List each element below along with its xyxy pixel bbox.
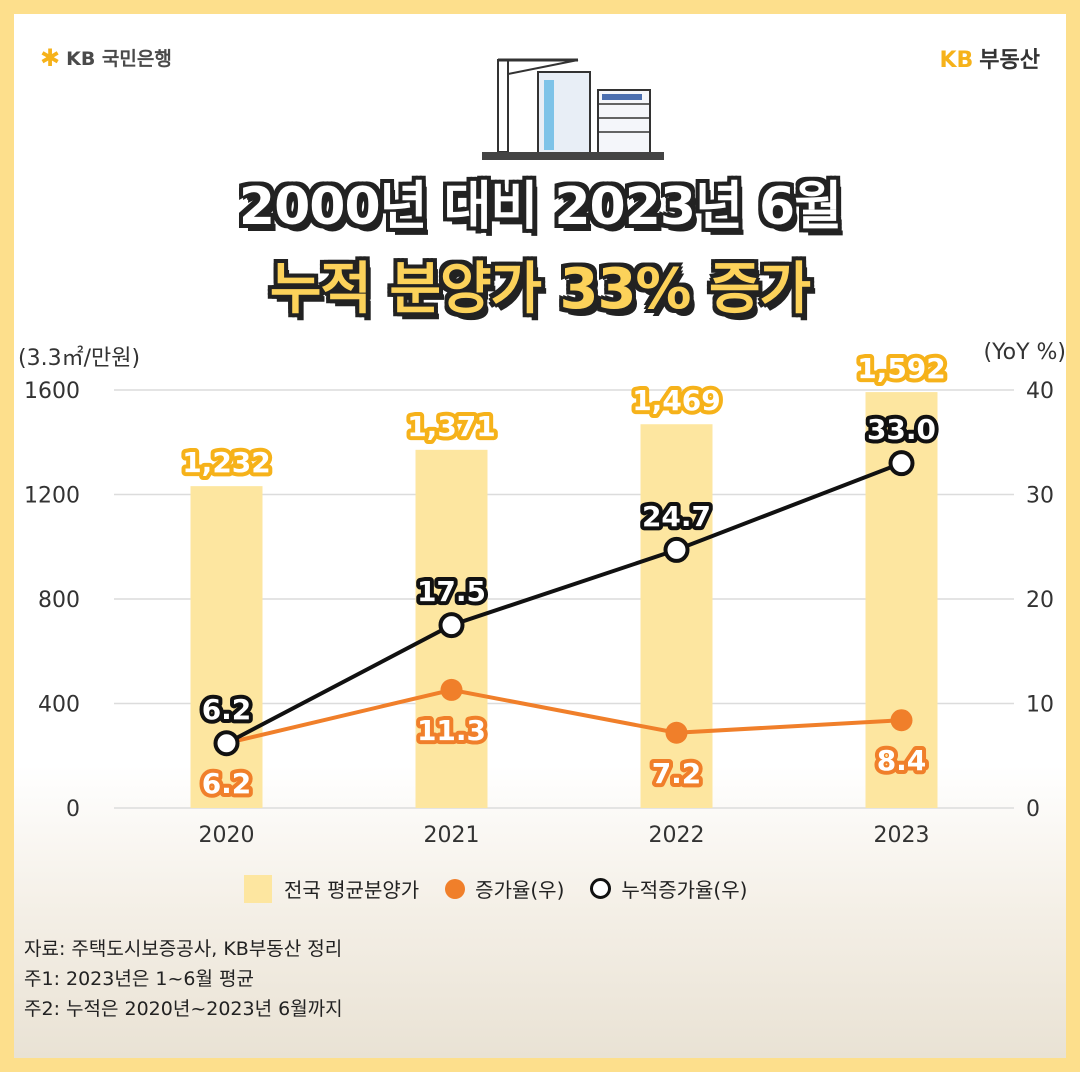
cumulative-value-label: 33.0 <box>867 413 936 446</box>
x-tick-label: 2022 <box>649 823 705 848</box>
bar <box>640 424 713 808</box>
legend-item-bars: 전국 평균분양가 <box>244 874 419 903</box>
left-tick-label: 1600 <box>24 379 80 404</box>
note-source: 자료: 주택도시보증공사, KB부동산 정리 <box>24 938 343 960</box>
legend-item-cumulative: 누적증가율(우) <box>590 874 747 903</box>
legend-item-growth: 증가율(우) <box>445 874 564 903</box>
right-tick-label: 10 <box>1026 693 1054 718</box>
bar-value-label: 1,469 <box>632 384 721 417</box>
growth-point <box>890 709 913 732</box>
growth-value-label: 11.3 <box>417 714 486 747</box>
kb-mark: KB <box>939 48 974 73</box>
title-line-2: 누적 분양가 33% 증가 <box>269 257 811 322</box>
growth-line <box>226 687 902 746</box>
left-tick-label: 400 <box>38 693 80 718</box>
legend-growth-swatch <box>445 878 466 899</box>
cumulative-point <box>213 730 240 757</box>
growth-point <box>665 721 688 744</box>
right-tick-label: 40 <box>1026 379 1054 404</box>
x-tick-label: 2020 <box>199 823 255 848</box>
note-1: 주1: 2023년은 1~6월 평균 <box>24 968 254 990</box>
infographic-frame: ✱ KB 국민은행 KB 부동산 2000년 대비 2023년 6월 누적 분양가… <box>14 14 1066 1058</box>
bar-value-label: 1,232 <box>182 446 271 479</box>
x-tick-label: 2023 <box>874 823 930 848</box>
bar-value-label: 1,592 <box>857 352 946 385</box>
growth-point <box>440 678 463 701</box>
kb-bank-logo: ✱ KB 국민은행 <box>40 44 172 71</box>
legend-cumulative-label: 누적증가율(우) <box>621 878 748 902</box>
right-tick-label: 20 <box>1026 588 1054 613</box>
legend-bar-swatch <box>244 874 272 903</box>
legend-cumulative-swatch <box>590 878 612 899</box>
bar <box>190 486 263 808</box>
growth-value-label: 7.2 <box>652 757 702 790</box>
cumulative-line <box>225 461 903 745</box>
x-tick-label: 2021 <box>424 823 480 848</box>
cumulative-value-label: 17.5 <box>417 575 486 608</box>
chart-legend: 전국 평균분양가 증가율(우) 누적증가율(우) <box>244 874 773 903</box>
growth-value-label: 6.2 <box>202 767 252 800</box>
source-notes: 자료: 주택도시보증공사, KB부동산 정리 주1: 2023년은 1~6월 평… <box>24 934 343 1024</box>
left-tick-label: 800 <box>38 588 80 613</box>
kb-realestate-logo: KB 부동산 <box>939 42 1040 74</box>
left-tick-label: 1200 <box>24 484 80 509</box>
combo-chart: 1600 1200 800 400 0 40 30 20 10 0 1,232 1,371 1,469 1… <box>24 348 1054 848</box>
left-tick-label: 0 <box>66 797 80 822</box>
title-line-1: 2000년 대비 2023년 6월 <box>238 177 842 237</box>
growth-value-label: 8.4 <box>877 744 927 777</box>
legend-bar-label: 전국 평균분양가 <box>284 878 420 902</box>
legend-growth-label: 증가율(우) <box>475 878 565 902</box>
right-axis-unit: (YoY %) <box>983 340 1066 365</box>
cumulative-value-label: 24.7 <box>642 500 711 533</box>
cumulative-point <box>888 450 915 477</box>
buildings-illustration <box>482 58 664 160</box>
cumulative-point <box>663 536 690 563</box>
kb-bank-label: KB 국민은행 <box>66 48 172 70</box>
cumulative-point <box>438 612 465 639</box>
cumulative-value-label: 6.2 <box>202 693 252 726</box>
left-axis-unit: (3.3㎡/만원) <box>18 346 141 371</box>
note-2: 주2: 누적은 2020년~2023년 6월까지 <box>24 998 343 1020</box>
right-tick-label: 30 <box>1026 484 1054 509</box>
kb-star-icon: ✱ <box>40 43 61 72</box>
realestate-label: 부동산 <box>979 48 1040 73</box>
right-tick-label: 0 <box>1026 797 1040 822</box>
bar-value-label: 1,371 <box>407 410 496 443</box>
